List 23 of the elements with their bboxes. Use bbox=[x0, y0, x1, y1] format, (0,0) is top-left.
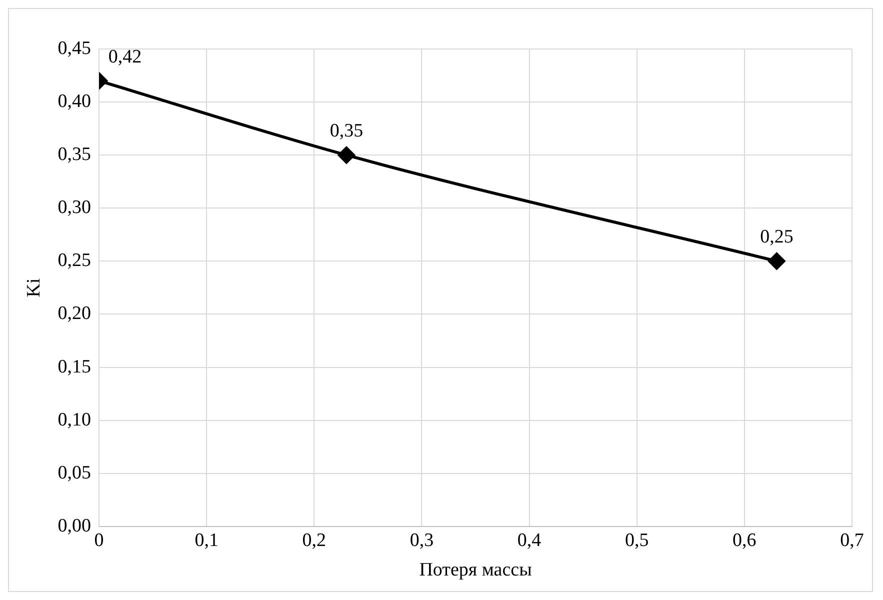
data-label: 0,35 bbox=[330, 120, 364, 142]
y-axis-title: Ki bbox=[23, 278, 44, 298]
data-label: 0,42 bbox=[108, 46, 142, 68]
y-tick-label: 0,35 bbox=[58, 144, 92, 166]
x-tick-label: 0,4 bbox=[517, 530, 542, 551]
y-tick-label: 0,30 bbox=[58, 197, 92, 218]
y-tick-label: 0,25 bbox=[58, 250, 92, 272]
x-tick-label: 0,3 bbox=[410, 530, 434, 551]
y-tick-label: 0,20 bbox=[58, 303, 92, 324]
y-tick-label: 0,05 bbox=[58, 462, 92, 484]
y-tick-label: 0,45 bbox=[58, 38, 92, 59]
x-tick-label: 0,1 bbox=[194, 530, 218, 551]
data-label: 0,25 bbox=[760, 226, 794, 248]
y-tick-label: 0,00 bbox=[58, 515, 92, 536]
x-tick-label: 0,5 bbox=[624, 530, 649, 551]
x-axis-title: Потеря массы bbox=[419, 560, 532, 581]
y-tick-label: 0,10 bbox=[58, 409, 92, 430]
x-tick-label: 0,6 bbox=[732, 530, 756, 551]
x-tick-label: 0 bbox=[94, 530, 104, 551]
x-tick-label: 0,7 bbox=[840, 530, 864, 551]
y-tick-label: 0,40 bbox=[58, 91, 92, 112]
x-tick-label: 0,2 bbox=[302, 530, 326, 551]
y-tick-label: 0,15 bbox=[58, 356, 92, 378]
